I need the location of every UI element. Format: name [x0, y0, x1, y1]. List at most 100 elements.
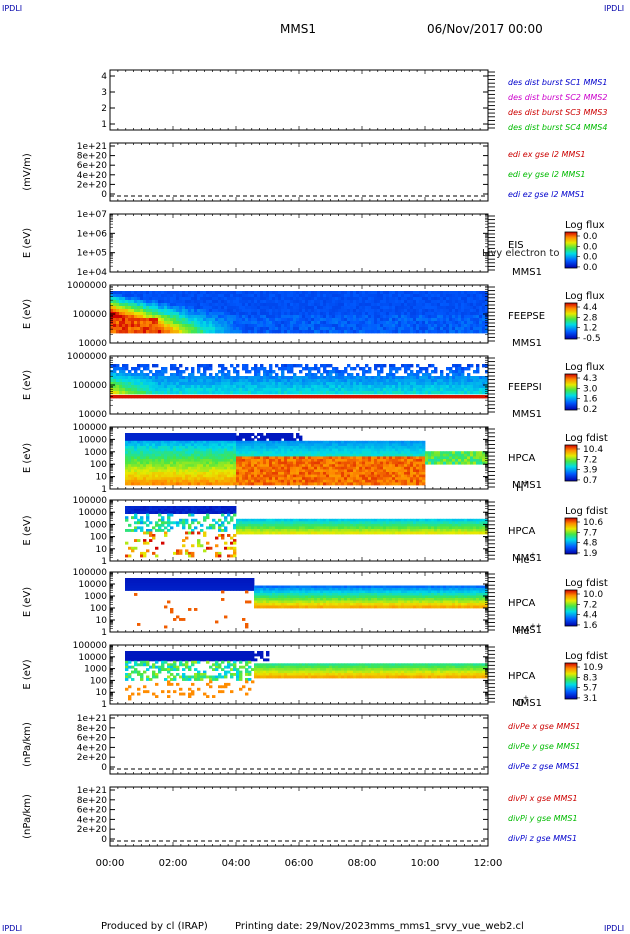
spectrogram-cell [134, 300, 138, 304]
spectrogram-cell [254, 440, 258, 444]
spectrogram-cell [380, 364, 384, 368]
spectrogram-cell [326, 391, 330, 395]
spacecraft-label: MMS1 [512, 338, 542, 349]
spectrogram-cell [335, 294, 339, 298]
spectrogram-cell [482, 379, 486, 383]
spectrogram-cell [218, 453, 222, 457]
spectrogram-cell [437, 303, 441, 307]
colorbar-title: Log flux [565, 220, 605, 231]
spectrogram-cell [404, 291, 408, 295]
spectrogram-cell [407, 303, 411, 307]
spectrogram-cell [452, 318, 456, 322]
spectrogram-cell [311, 469, 315, 473]
spectrogram-cell [224, 453, 228, 457]
spectrogram-cell [230, 448, 234, 452]
spectrogram-cell [173, 477, 177, 481]
spectrogram-cell [239, 306, 243, 310]
spectrogram-cell [203, 448, 207, 452]
spectrogram-cell [227, 433, 231, 436]
spectrogram-cell [317, 324, 321, 328]
spectrogram-cell [302, 367, 306, 371]
spectrogram-cell [158, 300, 162, 304]
spectrogram-cell [302, 294, 306, 298]
spectrogram-cell [281, 312, 285, 316]
spectrogram-cell [455, 303, 459, 307]
spectrogram-cell [203, 474, 207, 478]
spectrogram-cell [233, 453, 237, 457]
spectrogram-cell [287, 479, 291, 483]
spectrogram-cell [485, 376, 489, 380]
spectrogram-cell [230, 435, 234, 439]
spectrogram-cell [158, 376, 162, 380]
spectrogram-cell [431, 385, 435, 389]
spectrogram-cell [326, 364, 330, 368]
spectrogram-cell [188, 395, 192, 399]
spectrogram-cell [230, 461, 234, 465]
spectrogram-cell [260, 469, 264, 473]
spectrogram-cell [131, 395, 135, 399]
spectrogram-cell [305, 303, 309, 307]
spectrogram-cell [224, 440, 228, 444]
spectrogram-cell [404, 364, 408, 368]
spectrogram-cell [221, 376, 225, 380]
spectrogram-cell [305, 379, 309, 383]
spectrogram-cell [269, 474, 273, 478]
spectrogram-cell [143, 443, 147, 447]
spectrogram-cell [257, 474, 261, 478]
spectrogram-cell [485, 379, 489, 383]
spectrogram-cell [482, 300, 486, 304]
spectrogram-cell [428, 388, 432, 392]
spectrogram-cell [179, 324, 183, 328]
spectrogram-cell [113, 294, 117, 298]
spectrogram-cell [173, 321, 177, 325]
spectrogram-cell [221, 469, 225, 473]
spectrogram-cell [254, 382, 258, 386]
spectrogram-cell [233, 312, 237, 316]
spectrogram-cell [212, 435, 216, 439]
spectrogram-cell [269, 440, 273, 444]
spectrogram-cell [329, 370, 333, 374]
spectrogram-cell [275, 297, 279, 301]
spectrogram-cell [263, 294, 267, 298]
spectrogram-cell [449, 330, 453, 334]
spectrogram-cell [119, 300, 123, 304]
spectrogram-cell [188, 438, 192, 442]
spectrogram-cell [155, 373, 159, 377]
spectrogram-cell [272, 461, 276, 465]
spectrogram-cell [428, 324, 432, 328]
spectrogram-cell [278, 379, 282, 383]
spectrogram-cell [242, 461, 246, 465]
spectrogram-cell [308, 376, 312, 380]
spectrogram-cell [245, 456, 249, 460]
spectrogram-cell [455, 324, 459, 328]
spectrogram-cell [443, 327, 447, 331]
spectrogram-cell [296, 379, 300, 383]
spectrogram-cell [380, 300, 384, 304]
spectrogram-cell [269, 291, 273, 295]
spectrogram-cell [158, 456, 162, 460]
spectrogram-cell [287, 321, 291, 325]
spectrogram-cell [161, 318, 165, 322]
spectrogram-cell [386, 315, 390, 319]
spectrogram-cell [266, 297, 270, 301]
spectrogram-cell [158, 482, 162, 486]
spectrogram-cell [164, 291, 168, 295]
spectrogram-cell [302, 321, 306, 325]
spectrogram-cell [167, 482, 171, 486]
spectrogram-cell [386, 395, 390, 399]
spectrogram-cell [275, 312, 279, 316]
spectrogram-cell [272, 309, 276, 313]
spectrogram-cell [266, 327, 270, 331]
spectrogram-cell [140, 391, 144, 395]
spectrogram-cell [407, 309, 411, 313]
spectrogram-cell [239, 324, 243, 328]
spectrogram-cell [431, 318, 435, 322]
spectrogram-cell [362, 303, 366, 307]
spectrogram-cell [311, 474, 315, 478]
spectrogram-cell [269, 469, 273, 473]
spectrogram-cell [431, 300, 435, 304]
spectrogram-cell [209, 373, 213, 377]
spectrogram-cell [296, 469, 300, 473]
spectrogram-cell [152, 388, 156, 392]
spectrogram-cell [473, 370, 477, 374]
